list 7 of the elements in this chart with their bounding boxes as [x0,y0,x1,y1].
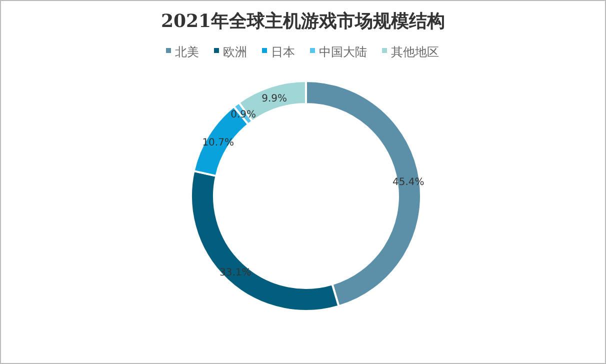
legend-label: 欧洲 [223,45,247,59]
chart-title: 2021年全球主机游戏市场规模结构 [160,11,446,32]
legend-label: 日本 [271,45,295,59]
legend-label: 其他地区 [391,45,439,59]
legend-label: 中国大陆 [319,45,367,59]
data-label: 9.9% [262,93,288,104]
legend-label: 北美 [175,45,199,59]
